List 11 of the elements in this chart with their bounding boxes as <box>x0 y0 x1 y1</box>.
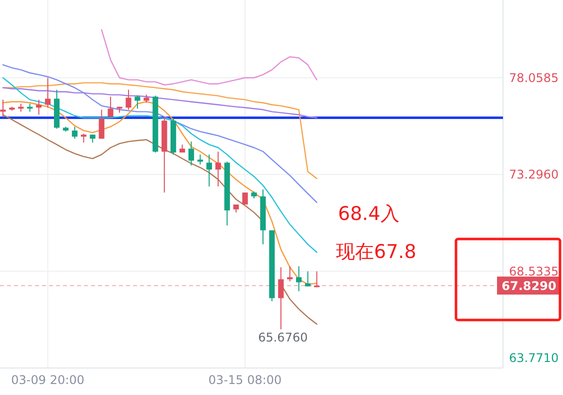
annotation: 现在67.8 <box>336 241 416 263</box>
annotation: 65.6760 <box>258 330 308 344</box>
ref-label: 67.8290 <box>497 276 561 295</box>
ytick: 73.2960 <box>509 168 559 182</box>
xtick: 03-15 08:00 <box>208 373 282 387</box>
xtick: 03-09 20:00 <box>11 373 84 387</box>
ytick: 68.5335 <box>509 264 559 278</box>
ref-line-label: 67.8290 <box>502 279 556 294</box>
ytick: 78.0585 <box>509 70 559 85</box>
ytick: 63.7710 <box>509 351 559 365</box>
annotation: 68.4入 <box>338 203 400 225</box>
